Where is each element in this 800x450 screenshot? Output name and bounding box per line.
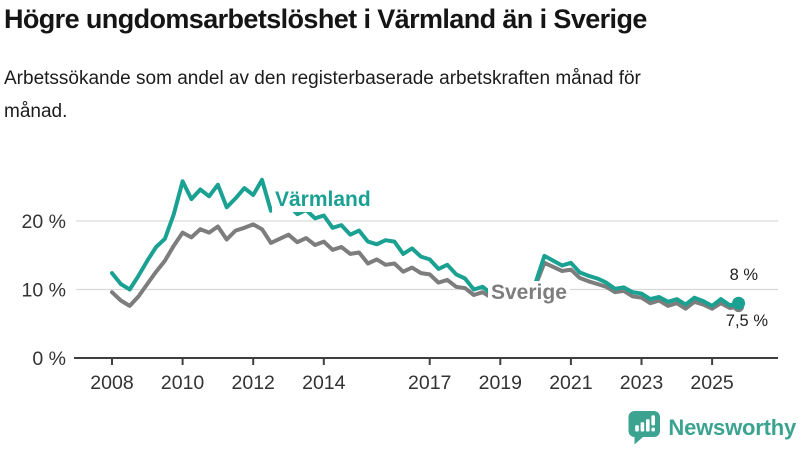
x-axis-tick-label: 2023: [620, 372, 663, 394]
series-label-sverige: Sverige: [488, 281, 570, 305]
x-axis-tick-label: 2019: [479, 372, 522, 394]
x-axis-tick-label: 2010: [161, 372, 205, 394]
x-axis-tick-label: 2021: [549, 372, 592, 394]
x-axis-tick-label: 2012: [232, 372, 275, 394]
end-dot-vrmland: [732, 296, 746, 310]
newsworthy-wordmark: Newsworthy: [668, 414, 796, 440]
chart-subtitle: Arbetssökande som andel av den registerb…: [4, 68, 641, 122]
series-label-varmland: Värmland: [272, 188, 374, 212]
x-axis-tick-label: 2017: [408, 372, 451, 394]
series-line-sverige: [110, 222, 741, 311]
chart-title: Högre ungdomsarbetslöshet i Värmland än …: [4, 4, 647, 34]
y-axis-tick-label: 0 %: [32, 348, 66, 370]
end-value-label-varmland: 8 %: [729, 266, 758, 284]
x-axis-tick-label: 2014: [302, 372, 346, 394]
x-axis-tick-label: 2025: [690, 372, 734, 394]
newsworthy-logo: Newsworthy: [628, 410, 796, 445]
series-line-vrmland: [110, 177, 741, 308]
y-axis-tick-label: 10 %: [22, 280, 66, 302]
x-axis-tick-label: 2008: [90, 372, 133, 394]
y-axis-tick-label: 20 %: [22, 211, 66, 233]
newsworthy-logo-icon: [628, 411, 661, 445]
end-value-label-sverige: 7,5 %: [725, 312, 768, 330]
